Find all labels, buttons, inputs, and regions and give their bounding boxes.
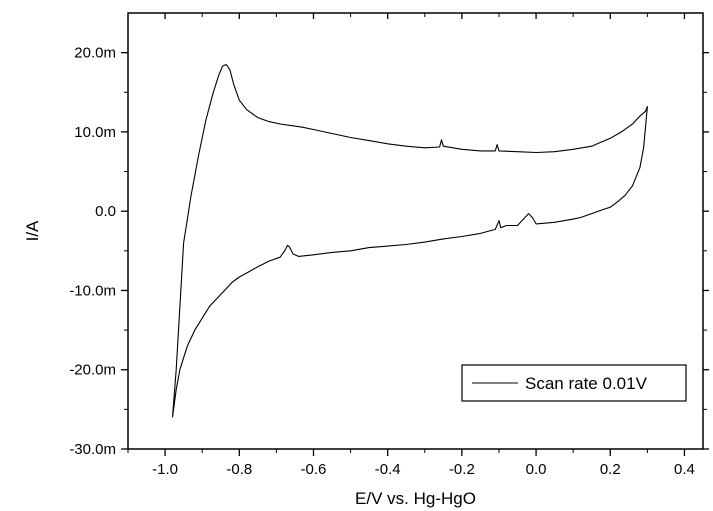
- plot-frame: [127, 12, 704, 450]
- y-tick-label: -20.0m: [69, 362, 116, 379]
- x-tick-label: 0.2: [600, 461, 621, 478]
- x-tick-label: -1.0: [152, 461, 178, 478]
- y-tick-label: -30.0m: [69, 441, 116, 458]
- tick-labels: -1.0 -0.8 -0.6 -0.4 -0.2 0.0 0.2 0.4 -30.0m -20.0…: [69, 45, 695, 478]
- x-tick-label: 0.0: [526, 461, 547, 478]
- series-layer: [171, 63, 648, 418]
- x-tick-label: -0.8: [226, 461, 252, 478]
- x-axis-title: E/V vs. Hg-HgO: [355, 489, 476, 508]
- y-tick-label: 0.0: [95, 203, 116, 220]
- axis-ticks: [121, 13, 709, 456]
- x-tick-label: -0.4: [375, 461, 401, 478]
- y-tick-label: 20.0m: [74, 45, 116, 62]
- y-tick-label: 10.0m: [74, 124, 116, 141]
- y-tick-label: -10.0m: [69, 282, 116, 299]
- y-axis-title: I/A: [23, 220, 42, 241]
- x-tick-label: 0.4: [674, 461, 695, 478]
- legend-label: Scan rate 0.01V: [525, 374, 648, 393]
- x-tick-label: -0.6: [301, 461, 327, 478]
- series-line-0: [171, 63, 648, 418]
- x-tick-label: -0.2: [449, 461, 475, 478]
- legend: Scan rate 0.01V: [461, 364, 687, 402]
